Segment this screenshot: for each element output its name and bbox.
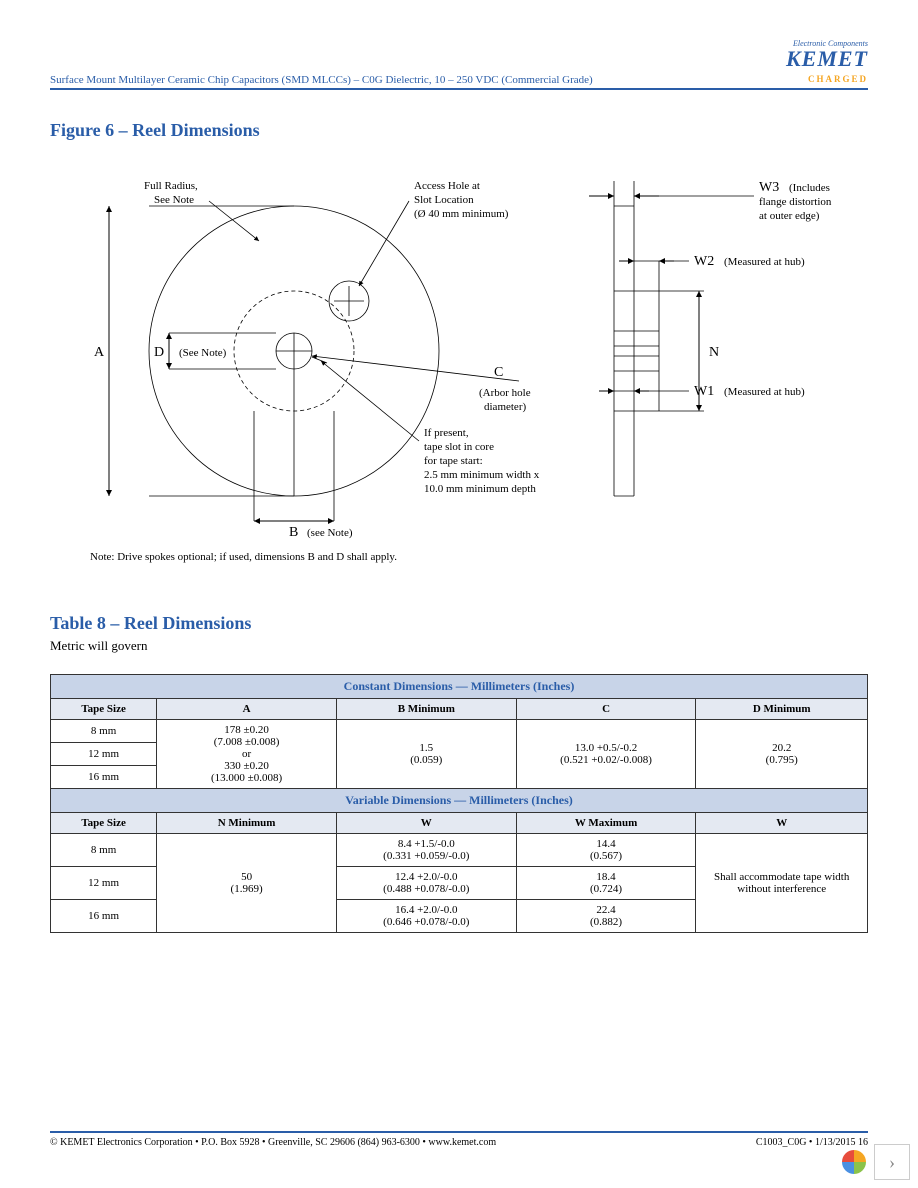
reel-dimensions-table: Constant Dimensions — Millimeters (Inche…	[50, 674, 868, 933]
label-access1: Access Hole at	[414, 180, 480, 192]
section-header-2: Variable Dimensions — Millimeters (Inche…	[51, 789, 868, 813]
dim-W1b: (Measured at hub)	[724, 386, 805, 398]
dim-B: B	[289, 525, 298, 540]
label-slot2: tape slot in core	[424, 441, 494, 453]
logo-main: KEMET	[786, 46, 868, 71]
col2-Wmax: W Maximum	[516, 813, 696, 834]
r2-Wmax3: 22.4 (0.882)	[516, 900, 696, 933]
page-footer: © KEMET Electronics Corporation • P.O. B…	[50, 1131, 868, 1148]
next-page-button[interactable]: ›	[874, 1144, 910, 1180]
dim-W2: W2	[694, 254, 714, 269]
cell-tape2: 12 mm	[51, 743, 157, 766]
col-B: B Minimum	[336, 699, 516, 720]
section-header-1: Constant Dimensions — Millimeters (Inche…	[51, 675, 868, 699]
cell-tape1: 8 mm	[51, 720, 157, 743]
dim-D: D	[154, 345, 164, 360]
dim-C-sub2: diameter)	[484, 401, 526, 413]
col2-tape: Tape Size	[51, 813, 157, 834]
dim-C: C	[494, 365, 503, 380]
r2-Wmax2: 18.4 (0.724)	[516, 867, 696, 900]
label-full-radius: Full Radius,	[144, 180, 198, 192]
cell-B: 1.5 (0.059)	[336, 720, 516, 789]
cell-A: 178 ±0.20 (7.008 ±0.008) or 330 ±0.20 (1…	[157, 720, 337, 789]
r2-W3v: 16.4 +2.0/-0.0 (0.646 +0.078/-0.0)	[336, 900, 516, 933]
dim-A: A	[94, 345, 105, 360]
dim-W3: W3	[759, 180, 779, 195]
r2-Wmax1: 14.4 (0.567)	[516, 834, 696, 867]
cell-N: 50 (1.969)	[157, 834, 337, 933]
table-title: Table 8 – Reel Dimensions	[50, 613, 868, 634]
label-access3: (Ø 40 mm minimum)	[414, 208, 509, 220]
dim-B-note: (see Note)	[307, 527, 353, 539]
figure-title: Figure 6 – Reel Dimensions	[50, 120, 868, 141]
col-tape: Tape Size	[51, 699, 157, 720]
col2-W: W	[336, 813, 516, 834]
label-slot5: 10.0 mm minimum depth	[424, 483, 536, 495]
cell-D: 20.2 (0.795)	[696, 720, 868, 789]
label-slot4: 2.5 mm minimum width x	[424, 469, 540, 481]
pinwheel-icon	[840, 1148, 868, 1176]
label-slot3: for tape start:	[424, 455, 483, 467]
figure-note: Note: Drive spokes optional; if used, di…	[90, 551, 868, 563]
r2-tape2: 12 mm	[51, 867, 157, 900]
cell-W3: Shall accommodate tape width without int…	[696, 834, 868, 933]
dim-W3b: (Includes	[789, 182, 830, 194]
dim-C-sub1: (Arbor hole	[479, 387, 531, 399]
dim-W3d: at outer edge)	[759, 210, 820, 222]
r2-tape1: 8 mm	[51, 834, 157, 867]
label-access2: Slot Location	[414, 194, 474, 206]
col-A: A	[157, 699, 337, 720]
logo: Electronic Components KEMET CHARGED	[786, 40, 868, 86]
reel-diagram: A D (See Note) B (see Note) Full Radius,…	[59, 161, 859, 541]
chevron-right-icon: ›	[889, 1152, 895, 1173]
metric-note: Metric will govern	[50, 638, 868, 654]
page-header: Surface Mount Multilayer Ceramic Chip Ca…	[50, 40, 868, 90]
r2-W1: 8.4 +1.5/-0.0 (0.331 +0.059/-0.0)	[336, 834, 516, 867]
nav-corner: ›	[840, 1144, 910, 1180]
footer-left: © KEMET Electronics Corporation • P.O. B…	[50, 1137, 496, 1148]
header-title: Surface Mount Multilayer Ceramic Chip Ca…	[50, 74, 593, 86]
r2-W2: 12.4 +2.0/-0.0 (0.488 +0.078/-0.0)	[336, 867, 516, 900]
col-C: C	[516, 699, 696, 720]
cell-C: 13.0 +0.5/-0.2 (0.521 +0.02/-0.008)	[516, 720, 696, 789]
cell-tape3: 16 mm	[51, 766, 157, 789]
col-D: D Minimum	[696, 699, 868, 720]
label-see-note: See Note	[154, 194, 194, 206]
r2-tape3: 16 mm	[51, 900, 157, 933]
col2-W3: W	[696, 813, 868, 834]
dim-W3c: flange distortion	[759, 196, 832, 208]
dim-W2b: (Measured at hub)	[724, 256, 805, 268]
logo-sub: CHARGED	[808, 74, 868, 84]
dim-D-note: (See Note)	[179, 347, 227, 359]
dim-N: N	[709, 345, 719, 360]
col2-N: N Minimum	[157, 813, 337, 834]
dim-W1: W1	[694, 384, 714, 399]
label-slot1: If present,	[424, 427, 469, 439]
